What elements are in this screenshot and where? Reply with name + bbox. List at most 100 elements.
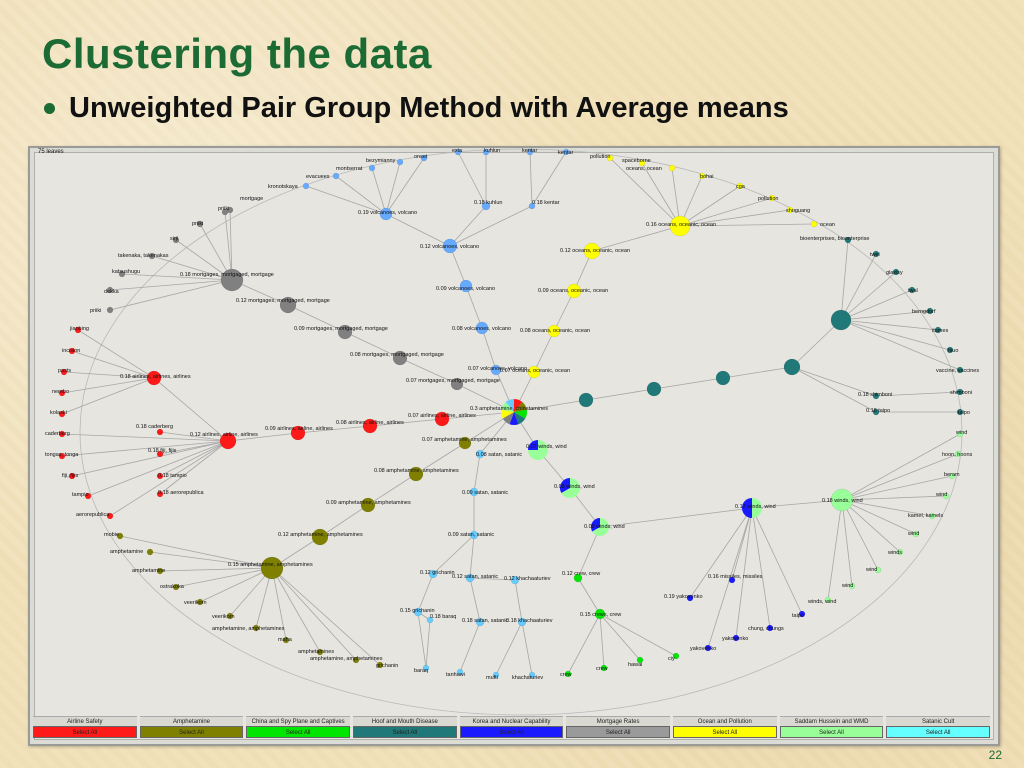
cluster-node[interactable]: hoon, hoons [942,450,973,458]
select-all-button[interactable]: Select All [566,726,670,738]
cluster-node[interactable]: wind [935,492,950,500]
cluster-node[interactable]: 0.18 baraq [426,614,456,624]
cluster-node[interactable]: 0.12 winds, wind [735,498,776,518]
select-all-button[interactable]: Select All [886,726,990,738]
cluster-node[interactable]: tampio [72,492,92,500]
cluster-node[interactable]: 0.18 tampio [156,472,187,480]
cluster-node[interactable]: priiki [218,206,229,216]
cluster-node[interactable]: oceans, ocean [626,164,676,172]
cluster-node[interactable]: pollution [590,154,614,162]
select-all-button[interactable]: Select All [353,726,457,738]
cluster-node[interactable]: 0.09 volcanoes, volcano [436,279,495,293]
cluster-node[interactable]: ostrakoka [160,583,185,591]
cluster-node[interactable]: fiji, fijis [62,472,78,480]
cluster-node[interactable]: kentar [558,148,573,156]
cluster-node[interactable]: chung, chungs [748,624,784,632]
cluster-node[interactable]: mobie [104,532,124,540]
cluster-node[interactable]: taipo [956,408,970,416]
cluster-node[interactable]: priiki [90,306,114,314]
cluster-node[interactable]: wind [865,566,882,574]
cluster-node[interactable]: mufti [486,671,500,681]
cluster-node[interactable]: winds, wind [807,596,836,605]
cluster-node[interactable]: glaxisy [886,268,903,276]
cluster-node[interactable] [830,309,852,331]
cluster-node[interactable]: 0.18 airlines, airlines, airlines [120,370,191,386]
cluster-node[interactable]: 0.07 volcanoes, volcano [468,364,527,376]
cluster-node[interactable]: ciy [668,652,680,662]
select-all-button[interactable]: Select All [779,726,884,738]
cluster-node[interactable]: 0.09 winds, wind [584,518,625,536]
cluster-node[interactable]: nerebo [52,389,69,397]
cluster-node[interactable]: twei [870,250,880,258]
cluster-node[interactable]: 0.12 khachaaturiev [504,575,551,585]
cluster-node[interactable]: twal [908,286,918,294]
cluster-node[interactable]: 0.07 mortgages, mortgaged, mortgage [406,377,500,391]
cluster-node[interactable]: hiuo [946,346,958,354]
cluster-node[interactable]: amphetamine [132,567,165,575]
cluster-node[interactable]: amphetamine, amphetamines [310,656,383,664]
cluster-node[interactable]: pollution [758,194,779,202]
cluster-node[interactable]: 0.07 oceans, oceanic, ocean [500,365,570,379]
cluster-node[interactable]: 0.16 missiles, missiles [708,574,763,584]
cluster-node[interactable]: taipo [792,610,806,619]
cluster-node[interactable]: amphetamines [298,648,334,656]
cluster-node[interactable]: incision [62,347,80,355]
cluster-node[interactable]: 0.12 oceans, oceanic, ocean [560,242,630,260]
cluster-node[interactable]: 0.18 kentar [528,200,560,210]
cluster-node[interactable]: grichanin [376,661,398,669]
cluster-node[interactable]: 0.18 kuhlun [474,200,502,211]
cluster-node[interactable]: 0.12 crew, crew [562,571,600,583]
cluster-node[interactable]: maha [278,636,293,644]
cluster-node[interactable]: 0.18 aerorepublica [156,490,205,498]
cluster-node[interactable]: wind [907,530,919,538]
cluster-node[interactable]: itames [932,326,948,334]
cluster-node[interactable]: veerikorn [212,612,235,620]
cluster-node[interactable]: veerikorn [184,598,207,606]
cluster-node[interactable]: amphetamine [110,548,154,556]
cluster-node[interactable]: 0.08 airlines, airline, airlines [336,418,404,434]
cluster-node[interactable]: 0.16 oceans, oceanic, ocean [646,215,716,237]
cluster-node[interactable]: 0.19 volcanoes, volcano [358,207,417,221]
cluster-node[interactable]: montserrat [336,164,376,172]
cluster-node[interactable]: 0.18 fiji, fijis [148,448,177,458]
cluster-node[interactable]: 0.09 mortgages, mortgaged, mortgage [294,324,388,340]
cluster-node[interactable]: 0.08 mortgages, mortgaged, mortgage [350,350,444,366]
cluster-node[interactable]: 0.09 amphetamine, amphetamines [326,497,411,513]
cluster-node[interactable]: 0.18 winds, wind [822,488,863,512]
cluster-node[interactable]: 0.18 taipo [866,408,890,416]
cluster-node[interactable]: khachaturiev [512,671,543,681]
cluster-node[interactable] [578,392,594,408]
cluster-node[interactable]: 0.19 yakovenko [664,594,703,602]
cluster-node[interactable]: 0.12 airlines, airline, airlines [190,432,258,450]
cluster-node[interactable]: bohai [698,172,713,180]
cluster-node[interactable]: cga [736,182,746,190]
cluster-node[interactable]: 0.18 khachaaturiev [506,617,553,627]
cluster-node[interactable]: 0.18 mortgages, mortgaged, mortgage [180,268,274,292]
cluster-node[interactable]: pasts [58,368,71,376]
cluster-node[interactable]: 0.18 satan, satanic [462,617,508,627]
cluster-node[interactable]: takenaka, takenakas [118,252,169,260]
cluster-node[interactable]: 0.15 amphetamine, amphetamines [228,556,313,580]
cluster-node[interactable]: beram [944,472,960,480]
cluster-node[interactable]: 0.09 oceans, oceanic, ocean [538,283,608,299]
cluster-node[interactable]: crew [596,664,608,672]
cluster-node[interactable]: 0.08 volcanoes, volcano [452,321,511,335]
cluster-node[interactable]: 0.12 satan, satanic [452,573,498,583]
cluster-node[interactable]: sirji [170,236,180,244]
cluster-node[interactable]: aerorepublica [76,512,114,520]
select-all-button[interactable]: Select All [673,726,777,738]
cluster-node[interactable]: 0.08 winds, wind [554,478,595,498]
cluster-node[interactable]: caderberg [45,430,70,438]
cluster-node[interactable]: 0.07 airlines, airline, airlines [408,411,476,427]
select-all-button[interactable]: Select All [246,726,350,738]
cluster-node[interactable]: 0.08 amphetamine, amphetamines [374,466,459,482]
cluster-node[interactable]: berngdorf [912,307,936,315]
cluster-node[interactable]: evacuees [306,172,340,180]
cluster-node[interactable]: amphetamine, amphetamines [212,624,285,632]
cluster-node[interactable]: tanhawi [446,668,465,678]
cluster-node[interactable]: 0.07 winds, wind [526,440,567,460]
cluster-node[interactable]: wind [955,430,967,438]
cluster-node[interactable]: 0.12 grichanin [420,569,455,579]
cluster-node[interactable]: crew [560,670,572,678]
cluster-node[interactable]: bezymianny [366,158,404,166]
